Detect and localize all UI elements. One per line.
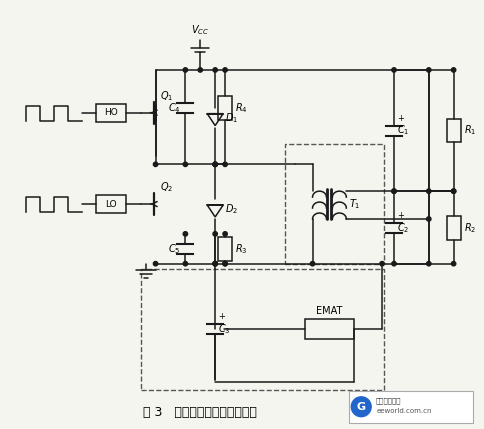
Text: EMAT: EMAT [316,306,343,316]
Text: 图 3   半桥功率放大及匹配电路: 图 3 半桥功率放大及匹配电路 [143,406,257,419]
Circle shape [213,262,217,266]
Circle shape [153,162,158,166]
Circle shape [452,262,456,266]
Circle shape [213,262,217,266]
Circle shape [452,189,456,193]
Circle shape [153,262,158,266]
Text: $D_1$: $D_1$ [225,111,238,124]
Bar [447,216,461,240]
Bar [447,119,461,142]
Text: eeworld.com.cn: eeworld.com.cn [376,408,432,414]
Circle shape [213,262,217,266]
Circle shape [452,68,456,72]
Circle shape [426,217,431,221]
Circle shape [426,189,431,193]
Bar [304,319,354,339]
Circle shape [392,68,396,72]
Bar [285,145,384,264]
Circle shape [392,262,396,266]
Circle shape [380,262,384,266]
Circle shape [213,68,217,72]
Circle shape [310,262,315,266]
Text: $C_1$: $C_1$ [397,124,409,137]
Text: G: G [357,402,366,412]
Circle shape [223,232,227,236]
Bar [218,96,232,120]
Circle shape [426,262,431,266]
Bar [141,269,384,390]
Text: $V_{CC}$: $V_{CC}$ [191,23,210,37]
Text: $+$: $+$ [397,112,405,123]
Text: $T_1$: $T_1$ [349,197,361,211]
Text: $+$: $+$ [397,210,405,220]
Circle shape [392,189,396,193]
Circle shape [351,397,371,417]
Circle shape [213,162,217,166]
Text: $R_4$: $R_4$ [235,101,248,115]
Text: 电子工程世界: 电子工程世界 [376,398,402,404]
Text: $R_3$: $R_3$ [235,242,248,256]
Circle shape [223,68,227,72]
Text: $R_2$: $R_2$ [464,221,476,235]
Text: $R_1$: $R_1$ [464,124,476,137]
Circle shape [198,68,202,72]
Circle shape [213,162,217,166]
Circle shape [452,189,456,193]
Circle shape [426,68,431,72]
Text: $C_5$: $C_5$ [168,242,181,256]
Bar [349,391,473,423]
Text: $D_2$: $D_2$ [225,202,238,216]
Text: $+$: $+$ [218,311,226,321]
Circle shape [183,232,188,236]
Circle shape [392,189,396,193]
Circle shape [223,262,227,266]
Circle shape [183,162,188,166]
Text: $C_4$: $C_4$ [167,101,181,115]
Text: HO: HO [104,108,118,117]
Text: $C_3$: $C_3$ [218,322,231,336]
Text: LO: LO [105,199,117,208]
Circle shape [223,162,227,166]
Text: $Q_1$: $Q_1$ [160,89,173,103]
Text: $Q_2$: $Q_2$ [160,180,173,194]
Circle shape [183,262,188,266]
Text: $C_2$: $C_2$ [397,221,409,235]
Circle shape [213,232,217,236]
Bar [218,237,232,261]
Circle shape [213,162,217,166]
Circle shape [183,68,188,72]
Circle shape [223,262,227,266]
